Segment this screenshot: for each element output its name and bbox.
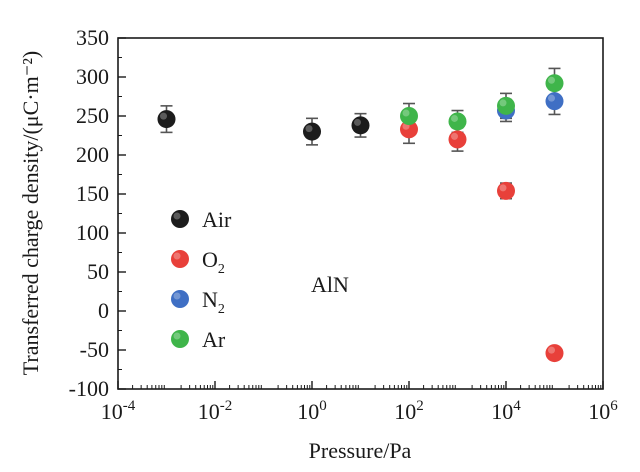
y-axis: -100 -50 0 50 100 150 200 250 300 350 [69, 25, 126, 401]
data-point [448, 130, 467, 149]
data-point [400, 107, 418, 125]
data-point [545, 74, 564, 93]
legend-marker [171, 250, 189, 268]
y-tick-label: 300 [76, 64, 109, 89]
legend-label: N2 [202, 287, 225, 317]
legend-marker-highlight [173, 332, 181, 340]
data-point-highlight [402, 109, 410, 117]
plot-frame [117, 37, 604, 390]
x-axis: 10-4 10-2 100 102 104 106 [101, 381, 618, 424]
x-axis-title: Pressure/Pa [309, 438, 412, 463]
y-tick-label: 200 [76, 142, 109, 167]
legend-marker [171, 290, 189, 308]
y-tick-label: -50 [80, 337, 109, 362]
data-point-highlight [451, 114, 458, 122]
legend: Air O2 N2 Ar [171, 207, 232, 352]
legend-label: Air [202, 207, 232, 232]
data-point-highlight [451, 132, 458, 140]
y-tick-label: 350 [76, 25, 109, 50]
x-tick-label: 10-2 [198, 398, 233, 424]
data-point-highlight [160, 112, 167, 120]
y-axis-title: Transferred charge density/(μC·m⁻²) [18, 51, 43, 375]
data-point [351, 116, 370, 135]
y-tick-label: 100 [76, 220, 109, 245]
data-points [157, 74, 564, 363]
legend-marker [171, 330, 189, 348]
data-point [497, 181, 515, 200]
data-point-highlight [548, 76, 555, 84]
data-point [157, 110, 176, 129]
x-tick-label: 102 [394, 398, 424, 424]
x-tick-label: 104 [491, 398, 521, 424]
legend-marker-highlight [173, 252, 181, 260]
x-tick-label: 100 [297, 398, 327, 424]
data-point-highlight [499, 184, 507, 192]
legend-label: Ar [202, 327, 226, 352]
data-point-highlight [499, 99, 507, 107]
y-tick-label: 0 [98, 298, 109, 323]
legend-label: O2 [202, 247, 225, 277]
data-point-highlight [305, 125, 313, 133]
data-point [448, 112, 467, 131]
data-point [497, 96, 515, 115]
legend-marker [171, 210, 189, 228]
y-tick-label: -100 [69, 376, 109, 401]
data-point-highlight [548, 346, 555, 354]
data-point [545, 92, 564, 111]
legend-marker-highlight [173, 212, 181, 220]
plot-area [117, 37, 604, 390]
annotation-label: AlN [311, 272, 349, 297]
x-tick-label: 10-4 [101, 398, 136, 424]
data-point [303, 122, 321, 141]
y-tick-label: 250 [76, 103, 109, 128]
data-point-highlight [354, 118, 361, 126]
x-tick-label: 106 [588, 398, 618, 424]
y-tick-label: 50 [87, 259, 109, 284]
data-point [545, 344, 564, 363]
legend-marker-highlight [173, 292, 181, 300]
data-point [400, 120, 418, 139]
data-point-highlight [548, 94, 555, 102]
y-tick-label: 150 [76, 181, 109, 206]
